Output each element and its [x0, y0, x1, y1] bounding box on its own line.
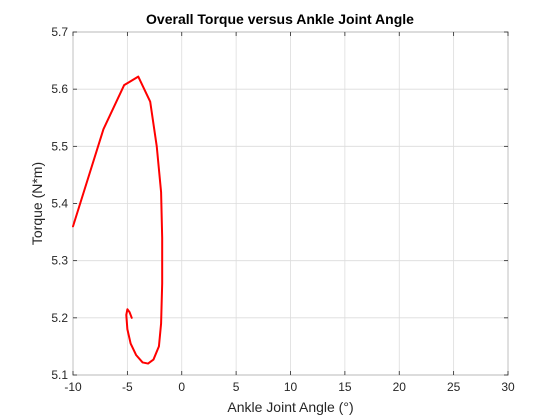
y-tick-label: 5.3: [51, 254, 68, 268]
ticks: [72, 31, 509, 376]
series-layer: [72, 75, 164, 365]
y-tick-label: 5.1: [51, 368, 68, 382]
y-tick-label: 5.4: [51, 197, 68, 211]
x-tick-label: 30: [501, 380, 515, 394]
y-tick-label: 5.2: [51, 311, 68, 325]
y-axis-label: Torque (N*m): [29, 162, 45, 245]
x-tick-label: 10: [284, 380, 298, 394]
chart-title: Overall Torque versus Ankle Joint Angle: [146, 11, 414, 27]
y-tick-label: 5.7: [51, 25, 68, 39]
x-tick-label: -5: [122, 380, 133, 394]
x-tick-label: 20: [393, 380, 407, 394]
y-tick-label: 5.5: [51, 139, 68, 153]
x-tick-label: -10: [64, 380, 82, 394]
x-tick-label: 0: [178, 380, 185, 394]
plot-area: [72, 31, 509, 376]
y-tick-label: 5.6: [51, 82, 68, 96]
x-tick-label: 25: [447, 380, 461, 394]
x-tick-label: 15: [338, 380, 352, 394]
x-tick-label: 5: [233, 380, 240, 394]
series-line-0: [72, 75, 164, 365]
x-axis-label: Ankle Joint Angle (°): [227, 399, 353, 415]
